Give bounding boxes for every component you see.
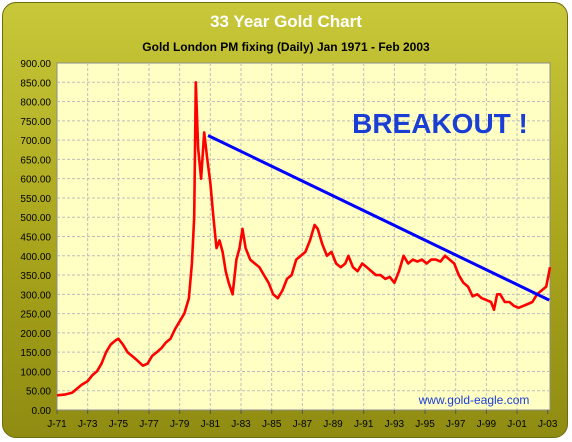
x-tick-label: J-71 <box>47 419 67 430</box>
x-tick-label: J-77 <box>139 419 159 430</box>
y-tick-label: 750.00 <box>20 117 51 128</box>
y-tick-label: 550.00 <box>20 194 51 205</box>
y-tick-label: 500.00 <box>20 213 51 224</box>
x-tick-label: J-95 <box>415 419 435 430</box>
x-tick-label: J-99 <box>477 419 497 430</box>
chart-subtitle: Gold London PM fixing (Daily) Jan 1971 -… <box>142 40 430 54</box>
y-tick-label: 350.00 <box>20 271 51 282</box>
x-tick-label: J-83 <box>231 419 251 430</box>
x-tick-label: J-79 <box>170 419 190 430</box>
chart-title: 33 Year Gold Chart <box>210 12 362 31</box>
y-tick-label: 200.00 <box>20 329 51 340</box>
y-tick-label: 100.00 <box>20 367 51 378</box>
x-tick-label: J-89 <box>323 419 343 430</box>
y-axis-ticks: 0.00 50.00 100.00 150.00 200.00 250.00 300.00 3… <box>20 59 51 417</box>
x-tick-label: J-91 <box>354 419 374 430</box>
y-tick-label: 450.00 <box>20 233 51 244</box>
x-tick-label: J-03 <box>538 419 558 430</box>
x-tick-label: J-87 <box>293 419 313 430</box>
y-tick-label: 250.00 <box>20 310 51 321</box>
x-axis-ticks: J-71 J-73 J-75 J-77 J-79 J-81 J-83 J-85 J-87 J-89… <box>47 410 558 430</box>
y-tick-label: 50.00 <box>26 387 51 398</box>
y-tick-label: 0.00 <box>32 406 52 417</box>
resistance-trendline <box>207 134 550 302</box>
x-tick-label: J-85 <box>262 419 282 430</box>
series-layer <box>56 81 552 397</box>
x-tick-label: J-01 <box>507 419 527 430</box>
x-tick-label: J-81 <box>201 419 221 430</box>
y-tick-label: 800.00 <box>20 98 51 109</box>
y-tick-label: 900.00 <box>20 59 51 70</box>
x-tick-label: J-97 <box>446 419 466 430</box>
x-tick-label: J-75 <box>109 419 129 430</box>
y-tick-label: 850.00 <box>20 78 51 89</box>
y-tick-label: 400.00 <box>20 252 51 263</box>
y-tick-label: 600.00 <box>20 175 51 186</box>
watermark-url: www.gold-eagle.com <box>418 393 530 407</box>
x-tick-label: J-93 <box>385 419 405 430</box>
y-tick-label: 650.00 <box>20 155 51 166</box>
x-tick-label: J-73 <box>78 419 98 430</box>
y-tick-label: 700.00 <box>20 136 51 147</box>
y-tick-label: 300.00 <box>20 290 51 301</box>
grid-lines <box>57 63 550 410</box>
y-tick-label: 150.00 <box>20 348 51 359</box>
trendline-layer <box>207 134 550 302</box>
gold-price-line <box>56 81 552 397</box>
breakout-annotation: BREAKOUT ! <box>352 108 528 139</box>
